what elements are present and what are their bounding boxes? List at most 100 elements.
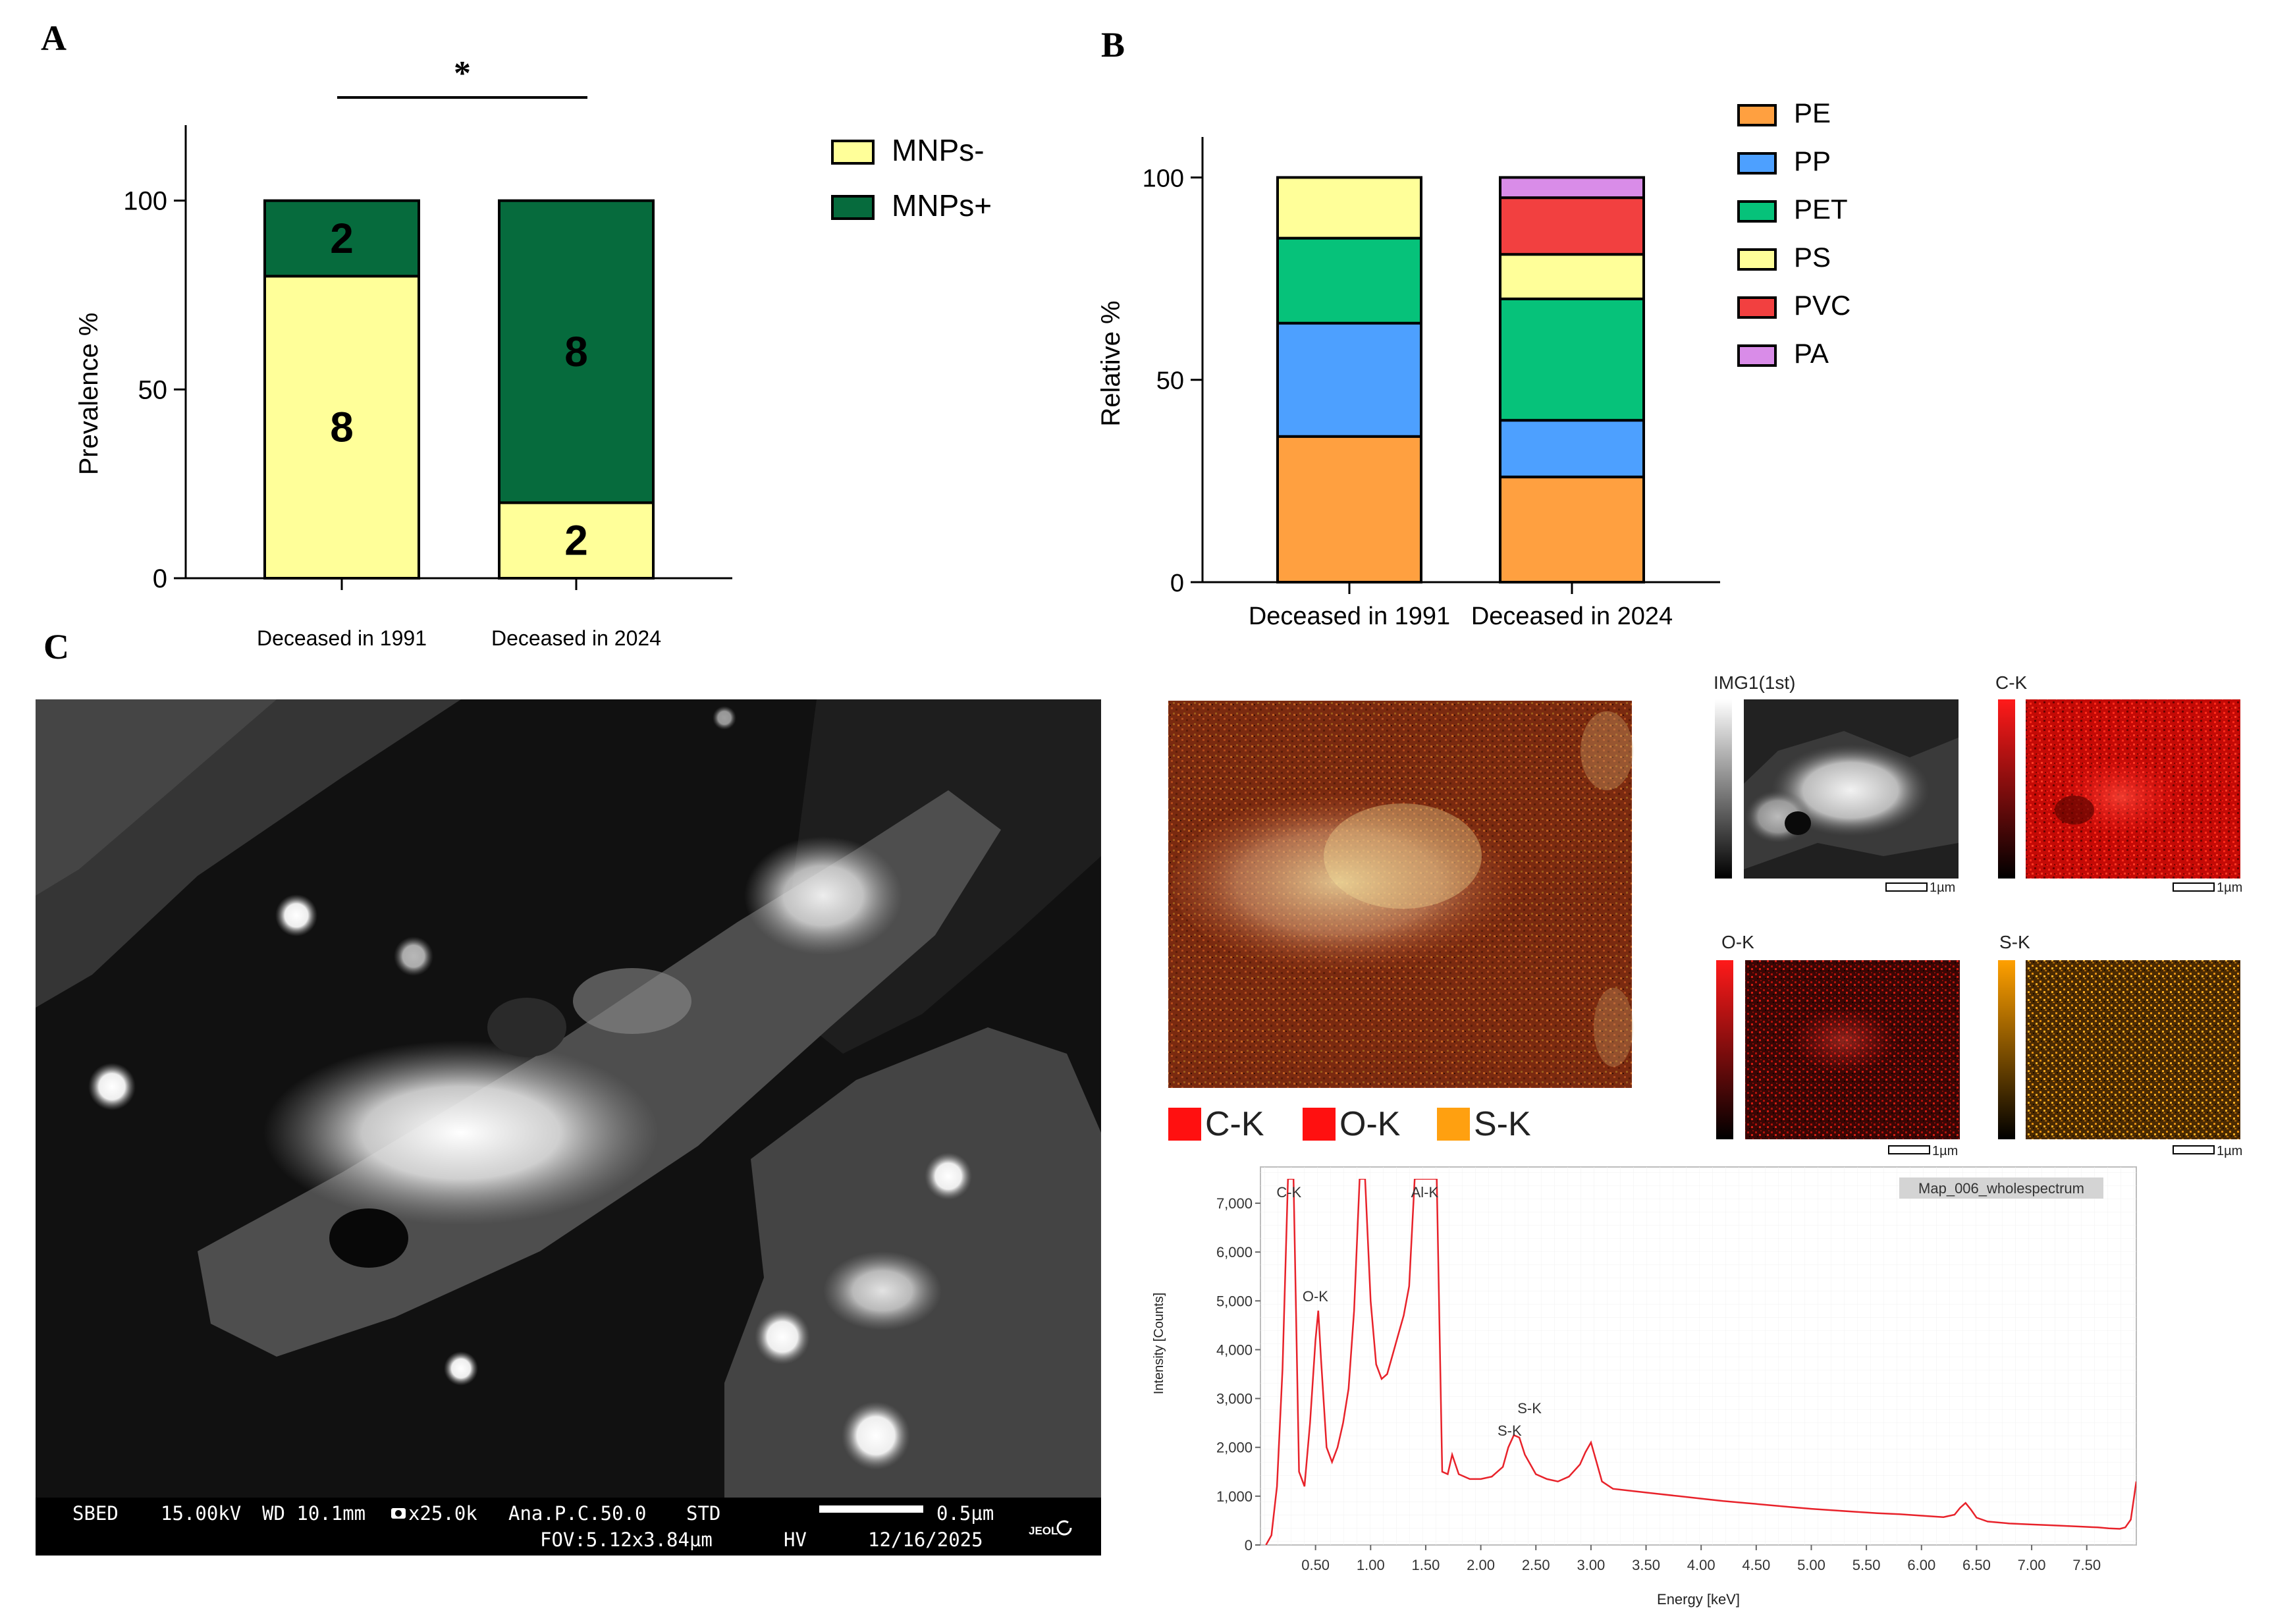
spectrum-peak-label: S-K bbox=[1517, 1400, 1542, 1417]
bar-pa-1 bbox=[1499, 176, 1645, 200]
y-tick-label: 0 bbox=[153, 564, 167, 593]
sem-working-distance: WD 10.1mm bbox=[262, 1502, 365, 1525]
eds-map-img1-label: IMG1(1st) bbox=[1714, 672, 1795, 693]
legend-label-ps: PS bbox=[1794, 242, 1831, 273]
legend-label-mnps: MNPs- bbox=[892, 133, 985, 167]
legend-label-pe: PE bbox=[1794, 97, 1831, 128]
bar-ps-0 bbox=[1276, 176, 1422, 240]
sem-brand-logo: JEOL bbox=[1029, 1525, 1058, 1537]
eds-map-img1-scale: 1µm bbox=[1930, 880, 1955, 895]
s-k-legend-label: S-K bbox=[1474, 1105, 1531, 1143]
spectrum-y-tick-label: 4,000 bbox=[1216, 1341, 1253, 1358]
spectrum-x-tick-label: 5.50 bbox=[1852, 1557, 1881, 1573]
bar-mnps-0 bbox=[263, 199, 420, 278]
spectrum-line bbox=[1265, 1179, 2136, 1545]
spectrum-ylabel: Intensity [Counts] bbox=[1152, 1293, 1166, 1395]
legend-label-pa: PA bbox=[1794, 338, 1829, 369]
spectrum-peak-label: Al-K bbox=[1411, 1184, 1439, 1201]
x-tick-label: Deceased in 2024 bbox=[491, 626, 661, 650]
panel-label-c: C bbox=[43, 627, 69, 666]
s-k-swatch bbox=[1437, 1108, 1470, 1141]
spectrum-title: Map_006_wholespectrum bbox=[1918, 1180, 2084, 1197]
eds-map-s-k-label: S-K bbox=[1999, 932, 2030, 952]
eds-map-c-k-scale-bar bbox=[2173, 882, 2215, 892]
spectrum-y-tick-label: 7,000 bbox=[1216, 1195, 1253, 1212]
spectrum-x-tick-label: 2.50 bbox=[1522, 1557, 1550, 1573]
legend-label-pvc: PVC bbox=[1794, 290, 1851, 321]
spectrum-y-tick-label: 6,000 bbox=[1216, 1244, 1253, 1260]
bar-count-label: 8 bbox=[564, 328, 588, 375]
bar-count-label: 8 bbox=[330, 404, 354, 451]
bar-count-label: 2 bbox=[564, 517, 588, 564]
bar-mnps-1 bbox=[498, 199, 655, 504]
spectrum-y-tick-label: 3,000 bbox=[1216, 1391, 1253, 1407]
chart-a-ylabel: Prevalence % bbox=[74, 313, 103, 475]
sem-fov: FOV:5.12x3.84µm bbox=[540, 1529, 713, 1551]
panel-label-b: B bbox=[1101, 25, 1125, 65]
eds-map-c-k: C-K 1µm bbox=[1995, 672, 2242, 895]
spectrum-series-line bbox=[1265, 1179, 2136, 1545]
chart-b-bars bbox=[1276, 176, 1645, 584]
spectrum-y-tick-label: 0 bbox=[1245, 1537, 1253, 1554]
chart-a: 8 2 2 8 0 50 100 Deceased in 1991 Deceased in 2… bbox=[74, 55, 992, 650]
sem-analysis: Ana.P.C.50.0 bbox=[508, 1502, 647, 1525]
spectrum-x-tick-label: 4.50 bbox=[1742, 1557, 1770, 1573]
spectrum-x-tick-label: 5.00 bbox=[1797, 1557, 1825, 1573]
eds-map-s-k-scale: 1µm bbox=[2217, 1144, 2242, 1158]
sem-scale-bar bbox=[819, 1505, 923, 1513]
bar-pp-1 bbox=[1499, 419, 1645, 479]
legend-swatch-mnps bbox=[831, 195, 875, 220]
legend-swatch-pet bbox=[1737, 200, 1777, 223]
spectrum-x-tick-label: 1.50 bbox=[1412, 1557, 1440, 1573]
c-k-swatch bbox=[1168, 1108, 1201, 1141]
legend-swatch-ps bbox=[1737, 248, 1777, 271]
chart-a-bar-labels: 8 2 2 8 bbox=[330, 215, 588, 564]
chart-a-bars bbox=[263, 199, 655, 580]
eds-map-img1: IMG1(1st) 1µm bbox=[1714, 672, 1959, 895]
spectrum-peak-label: C-K bbox=[1276, 1184, 1301, 1201]
sem-detector: SBED bbox=[72, 1502, 119, 1525]
bar-pe-1 bbox=[1499, 475, 1645, 584]
spectrum-peak-labels: C-K O-K Al-K S-K S-K bbox=[1276, 1184, 1542, 1439]
o-k-swatch bbox=[1303, 1108, 1336, 1141]
legend-label-pet: PET bbox=[1794, 194, 1848, 225]
bar-pp-0 bbox=[1276, 321, 1422, 438]
significance-star: * bbox=[454, 55, 471, 92]
camera-icon bbox=[391, 1508, 406, 1519]
spectrum-x-tick-label: 2.00 bbox=[1467, 1557, 1495, 1573]
legend-swatch-pp bbox=[1737, 152, 1777, 175]
spectrum-x-tick-label: 7.50 bbox=[2072, 1557, 2101, 1573]
spectrum-title-box bbox=[1899, 1177, 2103, 1199]
chart-b-legend: PE PP PET PS PVC PA bbox=[1737, 97, 1851, 369]
spectrum-x-tick-label: 4.00 bbox=[1687, 1557, 1716, 1573]
y-tick-label: 100 bbox=[1143, 165, 1184, 192]
legend-swatch-pa bbox=[1737, 344, 1777, 367]
legend-swatch-pvc bbox=[1737, 296, 1777, 319]
chart-b-ylabel: Relative % bbox=[1096, 300, 1125, 426]
bar-count-label: 2 bbox=[330, 215, 354, 262]
legend-label-mnps: MNPs+ bbox=[892, 188, 992, 223]
eds-spectrum-chart: 0 1,000 2,000 3,000 4,000 5,000 6,000 7,000 0.50… bbox=[1152, 1166, 2137, 1608]
eds-map-o-k: O-K 1µm bbox=[1716, 932, 1960, 1158]
sem-magnification: x25.0k bbox=[408, 1502, 477, 1525]
spectrum-x-tick-label: 6.50 bbox=[1962, 1557, 1991, 1573]
sem-voltage: 15.00kV bbox=[161, 1502, 241, 1525]
y-tick-label: 50 bbox=[1156, 367, 1184, 395]
sem-scale-label: 0.5µm bbox=[936, 1502, 994, 1525]
chart-b: 0 50 100 Deceased in 1991 Deceased in 2024 R… bbox=[1096, 97, 1851, 630]
y-tick-label: 0 bbox=[1170, 570, 1184, 597]
spectrum-y-tick-label: 5,000 bbox=[1216, 1293, 1253, 1309]
eds-map-o-k-scale: 1µm bbox=[1932, 1144, 1958, 1158]
y-tick-label: 100 bbox=[123, 187, 167, 216]
bar-pe-0 bbox=[1276, 435, 1422, 583]
legend-swatch-pe bbox=[1737, 104, 1777, 126]
bar-pet-1 bbox=[1499, 297, 1645, 422]
c-k-legend-label: C-K bbox=[1205, 1105, 1264, 1143]
bar-pvc-1 bbox=[1499, 196, 1645, 256]
x-tick-label: Deceased in 2024 bbox=[1471, 603, 1673, 630]
y-tick-label: 50 bbox=[138, 375, 168, 404]
legend-label-pp: PP bbox=[1794, 146, 1831, 176]
spectrum-x-tick-label: 7.00 bbox=[2018, 1557, 2046, 1573]
x-tick-label: Deceased in 1991 bbox=[1249, 603, 1450, 630]
